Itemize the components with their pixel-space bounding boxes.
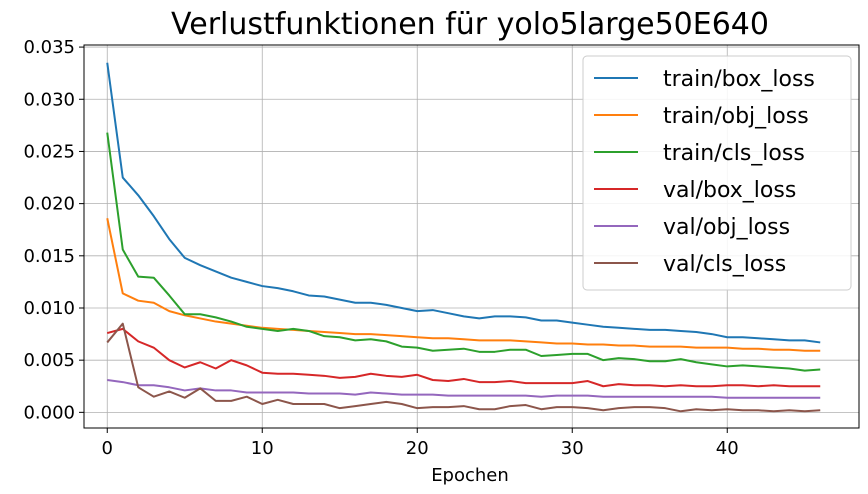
y-tick-label: 0.020: [23, 194, 75, 215]
legend-box: [582, 55, 852, 291]
x-axis-label: Epochen: [431, 465, 509, 486]
legend-label-train-obj-loss: train/obj_loss: [663, 104, 809, 129]
legend-label-train-box-loss: train/box_loss: [663, 67, 815, 92]
axis-ticks: 0 10 20 30 40 0.000 0.005 0.010 0.015 0.020 0.025 0…: [23, 37, 738, 459]
x-tick-label: 40: [716, 438, 739, 459]
plot-area-frame: [83, 44, 860, 429]
series-line-val-cls-loss: [106, 322, 821, 413]
y-tick-label: 0.025: [23, 141, 75, 162]
chart-title: Verlustfunktionen für yolo5large50E640: [171, 7, 769, 42]
series-line-train-cls-loss: [106, 132, 821, 372]
legend-label-train-cls-loss: train/cls_loss: [663, 141, 805, 166]
x-tick-label: 30: [561, 438, 584, 459]
x-tick-label: 10: [251, 438, 274, 459]
series-lines: [106, 62, 821, 413]
legend-label-val-obj-loss: val/obj_loss: [663, 215, 790, 240]
y-tick-label: 0.000: [23, 402, 75, 423]
y-tick-label: 0.030: [23, 89, 75, 110]
y-tick-label: 0.015: [23, 246, 75, 267]
x-tick-label: 20: [406, 438, 429, 459]
series-line-val-obj-loss: [107, 378, 821, 399]
legend: train/box_loss train/obj_loss train/cls_lo…: [582, 55, 852, 291]
legend-label-val-cls-loss: val/cls_loss: [663, 252, 786, 277]
legend-label-val-box-loss: val/box_loss: [663, 178, 796, 203]
series-line-val-box-loss: [106, 327, 821, 388]
series-line-train-obj-loss: [106, 218, 821, 352]
y-tick-label: 0.035: [23, 37, 75, 58]
x-tick-label: 0: [102, 438, 113, 459]
y-tick-label: 0.005: [23, 350, 75, 371]
series-line-train-box-loss: [106, 62, 821, 344]
y-tick-label: 0.010: [23, 298, 75, 319]
